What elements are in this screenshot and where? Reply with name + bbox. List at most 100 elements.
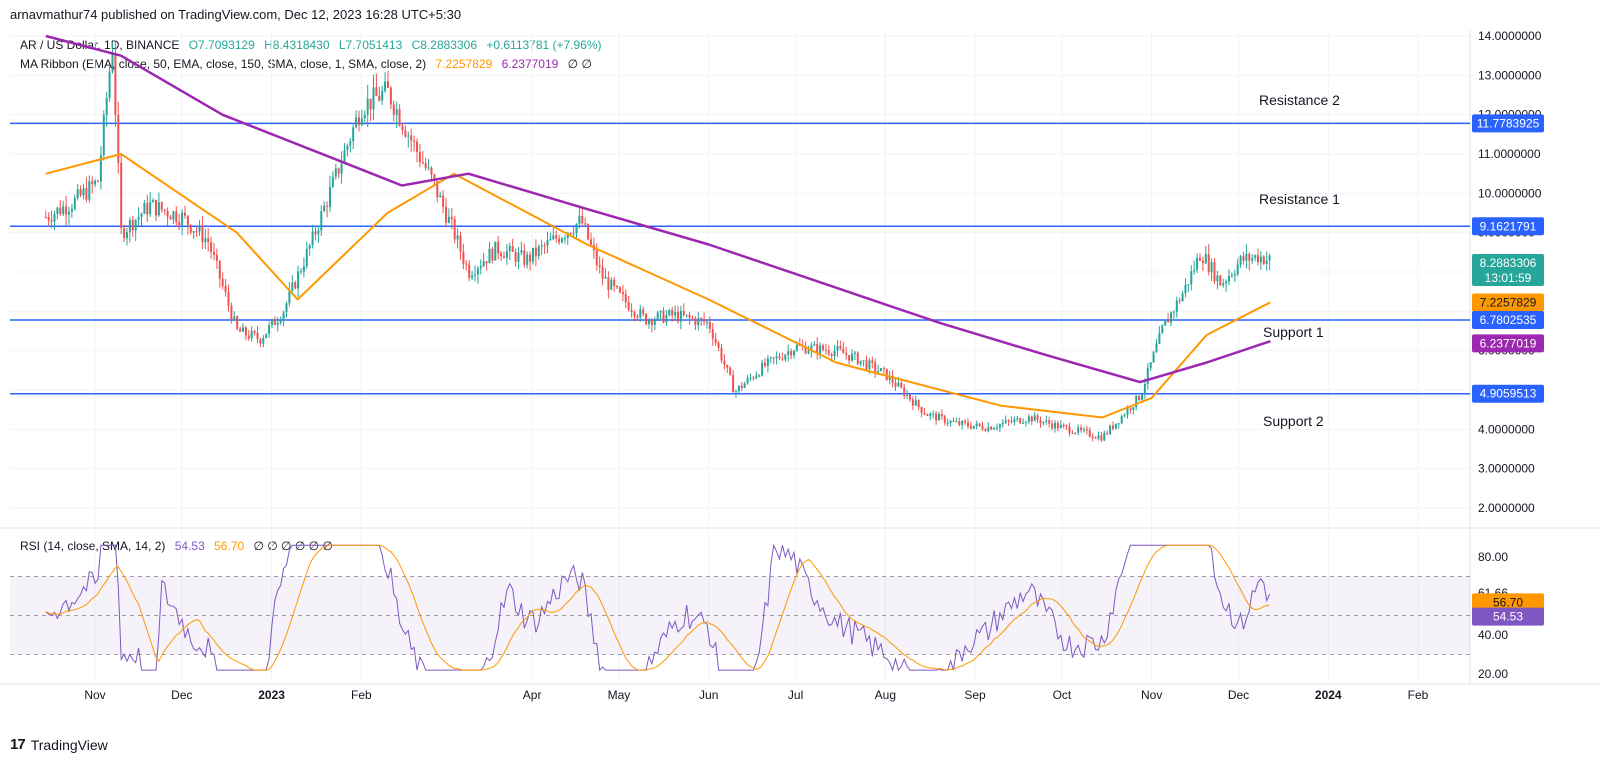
candle-body xyxy=(410,135,413,141)
candle-body xyxy=(320,211,323,231)
rsi-label[interactable]: RSI (14, close, SMA, 14, 2) xyxy=(20,539,166,553)
candle-body xyxy=(456,235,459,240)
candle-body xyxy=(911,399,914,406)
candle-body xyxy=(67,211,70,215)
candle-body xyxy=(53,213,56,222)
candle-body xyxy=(494,241,497,261)
candle-body xyxy=(1024,421,1027,423)
candle-body xyxy=(1187,284,1190,286)
candle-body xyxy=(1172,311,1175,313)
rsi-lines xyxy=(45,543,1271,672)
candle-body xyxy=(378,95,381,101)
tradingview-footer: 17 TradingView xyxy=(10,736,108,753)
price-tick-label: 13.0000000 xyxy=(1478,68,1542,82)
candle-body xyxy=(949,420,952,423)
candle-body xyxy=(166,210,169,217)
candle-body xyxy=(906,394,909,396)
candle-body xyxy=(859,360,862,365)
candle-body xyxy=(273,319,276,325)
candle-body xyxy=(398,109,401,126)
candle-body xyxy=(323,205,326,212)
candle-body xyxy=(384,81,387,91)
candle-body xyxy=(1251,257,1254,261)
candle-body xyxy=(137,216,140,220)
ma-value-1: 7.2257829 xyxy=(435,57,493,71)
candle-body xyxy=(233,316,236,321)
time-tick-label: Dec xyxy=(171,688,192,702)
symbol-name[interactable]: AR / US Dollar, 1D, BINANCE xyxy=(20,38,180,52)
ma-ribbon-legend: MA Ribbon (EMA, close, 50, EMA, close, 1… xyxy=(20,57,598,71)
time-tick-label: Oct xyxy=(1053,688,1072,702)
candle-body xyxy=(865,360,868,370)
candle-body xyxy=(56,207,59,214)
chart-canvas[interactable]: 14.000000013.000000012.000000011.0000000… xyxy=(0,30,1600,730)
candle-body xyxy=(993,428,996,430)
candle-body xyxy=(882,368,885,370)
candle-body xyxy=(943,416,946,424)
support-2-tag-text: 4.9059513 xyxy=(1480,387,1537,401)
candle-body xyxy=(987,426,990,432)
resistance-2-tag-bg xyxy=(1472,114,1544,133)
candle-body xyxy=(1135,395,1138,408)
ema150-tag: 6.2377019 xyxy=(1472,334,1544,353)
candle-body xyxy=(647,320,650,325)
rsi-value-tag-text: 54.53 xyxy=(1493,610,1523,624)
candle-body xyxy=(302,266,305,272)
candle-body xyxy=(265,333,268,339)
candle-body xyxy=(140,213,143,217)
candle-body xyxy=(1109,425,1112,434)
published-text: arnavmathur74 published on TradingView.c… xyxy=(10,7,462,22)
candle-body xyxy=(1149,362,1152,368)
tradingview-brand[interactable]: TradingView xyxy=(30,736,108,753)
candle-body xyxy=(732,374,735,393)
candle-body xyxy=(152,199,155,203)
rsi-tick-label: 20.00 xyxy=(1478,667,1508,681)
candle-body xyxy=(447,216,450,223)
candle-body xyxy=(540,245,543,247)
tradingview-logo-icon: 17 xyxy=(10,736,26,753)
last-price-tag-text: 8.2883306 xyxy=(1480,256,1537,270)
candle-body xyxy=(566,232,569,238)
candle-body xyxy=(401,125,404,131)
candle-body xyxy=(1169,312,1172,323)
candle-body xyxy=(366,98,369,115)
candle-body xyxy=(781,358,784,360)
ma-ribbon-label[interactable]: MA Ribbon (EMA, close, 50, EMA, close, 1… xyxy=(20,57,427,71)
candle-body xyxy=(427,167,430,169)
candle-body xyxy=(514,251,517,262)
candle-body xyxy=(175,211,178,223)
candle-body xyxy=(790,351,793,356)
candle-body xyxy=(192,231,195,233)
candle-body xyxy=(117,114,120,163)
support-1-tag-text: 6.7802535 xyxy=(1480,313,1537,327)
candle-body xyxy=(743,383,746,388)
rsi-ma-line xyxy=(45,544,1270,671)
candle-body xyxy=(91,181,94,185)
candle-body xyxy=(1059,424,1062,429)
candle-body xyxy=(262,338,265,344)
candle-body xyxy=(497,241,500,254)
candle-body xyxy=(990,426,993,430)
candle-body xyxy=(79,189,82,196)
support-1-tag: 6.7802535 xyxy=(1472,310,1544,329)
candle-body xyxy=(717,342,720,348)
candle-body xyxy=(198,225,201,232)
candle-body xyxy=(288,290,291,304)
candle-body xyxy=(201,225,204,243)
candle-body xyxy=(827,350,830,355)
candle-body xyxy=(59,207,62,215)
candle-body xyxy=(737,385,740,392)
candle-body xyxy=(1262,256,1265,265)
candle-body xyxy=(349,141,352,146)
candle-body xyxy=(1074,432,1077,434)
candle-body xyxy=(372,87,375,110)
rsi-ma-tag-bg xyxy=(1472,593,1544,612)
candle-body xyxy=(1181,293,1184,302)
candle-body xyxy=(891,375,894,383)
candle-body xyxy=(1097,435,1100,439)
candle-body xyxy=(581,216,584,224)
candle-body xyxy=(473,274,476,276)
candle-body xyxy=(555,235,558,239)
candle-body xyxy=(856,352,859,365)
candle-body xyxy=(926,414,929,416)
